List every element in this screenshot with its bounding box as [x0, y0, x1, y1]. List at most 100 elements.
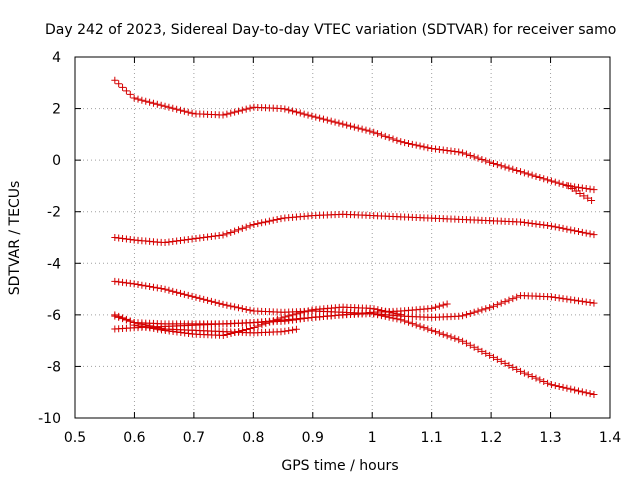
data-point	[161, 102, 169, 110]
data-point	[486, 304, 494, 312]
data-point	[374, 306, 382, 314]
data-point	[574, 387, 582, 395]
data-point	[150, 325, 158, 333]
data-point	[327, 117, 335, 125]
data-point	[173, 105, 181, 113]
data-point	[184, 108, 192, 116]
data-point	[231, 108, 239, 116]
data-point	[323, 116, 331, 124]
data-point	[588, 197, 596, 205]
data-point	[582, 298, 590, 306]
data-point	[590, 186, 598, 194]
data-point	[586, 299, 594, 307]
data-point	[234, 107, 242, 115]
data-point	[432, 145, 440, 153]
data-point	[262, 319, 270, 327]
x-tick-label: 1.4	[599, 430, 621, 446]
data-point	[578, 184, 586, 192]
data-point	[173, 328, 181, 336]
data-point	[385, 134, 393, 142]
data-point	[547, 177, 555, 185]
data-point	[509, 165, 517, 173]
data-point	[304, 111, 312, 119]
data-point	[578, 228, 586, 236]
data-point	[513, 365, 521, 373]
data-point	[578, 388, 586, 396]
data-point	[424, 325, 432, 333]
data-point	[435, 302, 443, 310]
data-point	[497, 162, 505, 170]
data-point	[146, 283, 154, 291]
data-point	[505, 361, 513, 369]
data-point	[586, 230, 594, 238]
data-point	[227, 302, 235, 310]
data-point	[582, 229, 590, 237]
data-point	[238, 106, 246, 114]
data-point	[536, 174, 544, 182]
data-point	[532, 374, 540, 382]
data-point	[478, 347, 486, 355]
data-point	[574, 183, 582, 191]
x-tick-label: 0.6	[123, 430, 145, 446]
data-point	[115, 80, 123, 88]
data-point	[339, 120, 347, 128]
data-point	[378, 306, 386, 314]
data-point	[551, 178, 559, 186]
data-point	[540, 221, 548, 229]
data-point	[439, 330, 447, 338]
data-point	[584, 194, 592, 202]
data-point	[169, 287, 177, 295]
data-point	[122, 315, 130, 323]
data-point	[296, 109, 304, 117]
data-point	[547, 381, 555, 389]
data-point	[524, 170, 532, 178]
data-point	[447, 147, 455, 155]
data-point	[234, 226, 242, 234]
data-point	[470, 153, 478, 161]
data-point	[188, 292, 196, 300]
data-point	[428, 326, 436, 334]
data-point	[532, 220, 540, 228]
data-point	[551, 223, 559, 231]
data-point	[580, 192, 588, 200]
data-point	[520, 218, 528, 226]
data-point	[578, 297, 586, 305]
data-point	[277, 104, 285, 112]
data-point	[111, 76, 119, 84]
data-point	[393, 310, 401, 318]
data-point	[200, 295, 208, 303]
data-point	[412, 321, 420, 329]
data-point	[590, 299, 598, 307]
data-point	[219, 231, 227, 239]
data-point	[134, 281, 142, 289]
x-tick-label: 1.2	[480, 430, 502, 446]
data-point	[181, 329, 189, 337]
data-point	[443, 147, 451, 155]
x-tick-label: 0.8	[242, 430, 264, 446]
data-point	[547, 222, 555, 230]
data-point	[520, 169, 528, 177]
data-point	[517, 367, 525, 375]
data-point	[540, 175, 548, 183]
data-point	[304, 307, 312, 315]
data-point	[153, 100, 161, 108]
data-point	[289, 326, 297, 334]
data-point	[126, 90, 134, 98]
data-point	[231, 329, 239, 337]
data-point	[134, 95, 142, 103]
x-tick-label: 0.7	[183, 430, 205, 446]
data-point	[432, 303, 440, 311]
data-point	[258, 321, 266, 329]
data-point	[138, 96, 146, 104]
data-point	[443, 300, 451, 308]
data-point	[466, 152, 474, 160]
data-point	[246, 222, 254, 230]
data-point	[177, 106, 185, 114]
data-point	[466, 341, 474, 349]
grid-layer	[75, 57, 610, 418]
data-point	[304, 314, 312, 322]
data-point	[185, 330, 193, 337]
data-point	[370, 305, 378, 313]
data-point	[470, 343, 478, 351]
